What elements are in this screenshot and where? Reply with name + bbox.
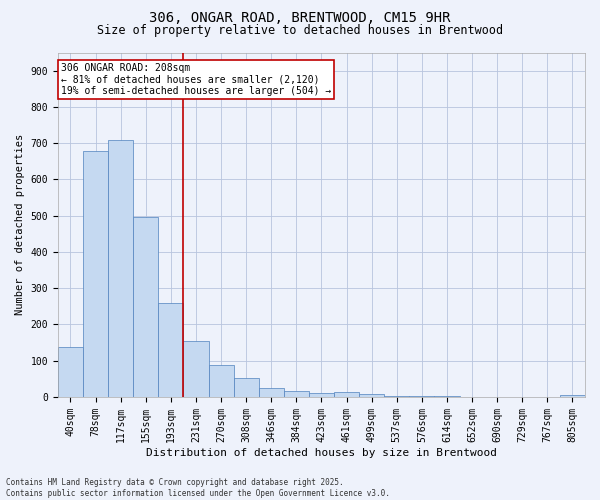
Bar: [560, 395, 585, 397]
Bar: [58, 347, 83, 397]
Bar: [158, 304, 184, 397]
Y-axis label: Number of detached properties: Number of detached properties: [15, 134, 25, 316]
Text: 306, ONGAR ROAD, BRENTWOOD, CM15 9HR: 306, ONGAR ROAD, BRENTWOOD, CM15 9HR: [149, 12, 451, 26]
Bar: [133, 217, 158, 397]
Bar: [259, 388, 284, 397]
Bar: [309, 394, 334, 397]
Bar: [108, 140, 133, 397]
Bar: [409, 396, 434, 397]
X-axis label: Distribution of detached houses by size in Brentwood: Distribution of detached houses by size …: [146, 448, 497, 458]
Bar: [209, 366, 233, 397]
Bar: [334, 392, 359, 397]
Text: 306 ONGAR ROAD: 208sqm
← 81% of detached houses are smaller (2,120)
19% of semi-: 306 ONGAR ROAD: 208sqm ← 81% of detached…: [61, 63, 331, 96]
Bar: [184, 341, 209, 397]
Bar: [233, 378, 259, 397]
Bar: [359, 394, 384, 397]
Bar: [284, 391, 309, 397]
Bar: [83, 151, 108, 397]
Text: Contains HM Land Registry data © Crown copyright and database right 2025.
Contai: Contains HM Land Registry data © Crown c…: [6, 478, 390, 498]
Text: Size of property relative to detached houses in Brentwood: Size of property relative to detached ho…: [97, 24, 503, 37]
Bar: [434, 396, 460, 397]
Bar: [384, 396, 409, 397]
